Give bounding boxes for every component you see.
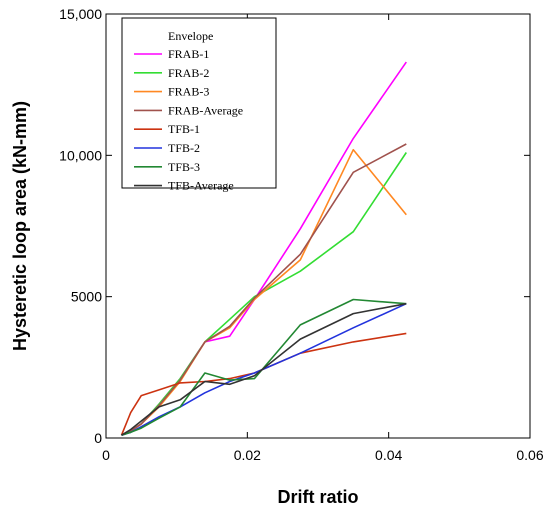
- series-line-frab-average: [121, 143, 407, 436]
- tick-labels: 0 0.02 0.04 0.06 0 5000 10,000 15,000: [59, 6, 544, 463]
- y-axis-title: Hysteretic loop area (kN-mm): [10, 101, 30, 351]
- x-tick-label: 0.06: [516, 447, 543, 463]
- series-lines: [120, 61, 407, 436]
- series-line-tfb-average: [121, 302, 407, 436]
- legend-box: [121, 17, 277, 189]
- legend-title: Envelope: [168, 29, 213, 43]
- legend-label-frab-1: FRAB-1: [168, 47, 209, 61]
- plot-frame: [105, 13, 531, 439]
- legend-label-tfb-average: TFB-Average: [168, 179, 234, 193]
- legend-label-tfb-1: TFB-1: [168, 122, 200, 136]
- y-tick-label: 5000: [71, 289, 102, 305]
- legend-label-frab-3: FRAB-3: [168, 85, 209, 99]
- legend: Envelope FRAB-1 FRAB-2 FRAB-3 FRAB-Average T…: [121, 17, 277, 193]
- x-axis-title: Drift ratio: [278, 487, 359, 507]
- y-tick-label: 15,000: [59, 6, 102, 22]
- legend-label-tfb-3: TFB-3: [168, 160, 200, 174]
- series-line-frab-3: [121, 148, 407, 436]
- series-line-tfb-2: [121, 302, 407, 436]
- legend-label-frab-average: FRAB-Average: [168, 103, 243, 117]
- x-tick-label: 0: [102, 447, 110, 463]
- x-tick-label: 0.02: [234, 447, 261, 463]
- y-tick-label: 0: [94, 430, 102, 446]
- legend-label-tfb-2: TFB-2: [168, 141, 200, 155]
- y-tick-label: 10,000: [59, 147, 102, 163]
- legend-label-frab-2: FRAB-2: [168, 66, 209, 80]
- series-line-frab-2: [121, 152, 407, 436]
- x-tick-label: 0.04: [375, 447, 402, 463]
- series-line-tfb-3: [121, 298, 407, 436]
- series-line-tfb-1: [120, 332, 407, 436]
